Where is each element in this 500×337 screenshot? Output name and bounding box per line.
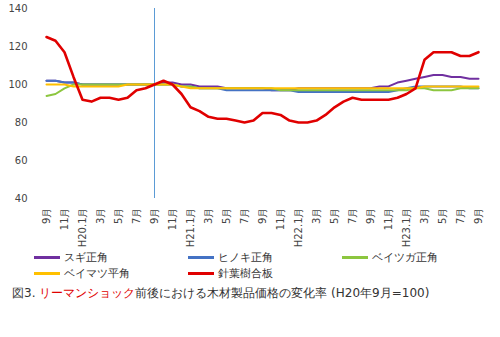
- svg-text:3月: 3月: [95, 208, 106, 224]
- svg-text:5月: 5月: [329, 208, 340, 224]
- svg-text:9月: 9月: [149, 208, 160, 224]
- svg-text:3月: 3月: [203, 208, 214, 224]
- svg-text:7月: 7月: [347, 208, 358, 224]
- svg-text:9月: 9月: [257, 208, 268, 224]
- svg-text:11月: 11月: [59, 208, 70, 231]
- svg-text:9月: 9月: [473, 208, 484, 224]
- svg-text:60: 60: [15, 155, 28, 166]
- svg-text:7月: 7月: [455, 208, 466, 224]
- html-text:ヒノキ正角: ヒノキ正角: [218, 251, 273, 264]
- html-text:ベイツガ正角: ベイツガ正角: [372, 251, 438, 264]
- svg-text:5月: 5月: [113, 208, 124, 224]
- svg-text:11月: 11月: [167, 208, 178, 231]
- html-text:針葉樹合板: 針葉樹合板: [218, 267, 273, 280]
- svg-text:80: 80: [15, 117, 28, 128]
- svg-text:9月: 9月: [41, 208, 52, 224]
- svg-text:H23.1月: H23.1月: [401, 208, 412, 248]
- html-text:スギ正角: スギ正角: [64, 251, 108, 264]
- svg-text:7月: 7月: [239, 208, 250, 224]
- svg-text:3月: 3月: [419, 208, 430, 224]
- svg-text:3月: 3月: [311, 208, 322, 224]
- svg-text:40: 40: [15, 193, 28, 204]
- svg-text:120: 120: [8, 41, 27, 52]
- svg-text:100: 100: [8, 79, 27, 90]
- svg-text:H22.1月: H22.1月: [293, 208, 304, 248]
- svg-text:H20.1月: H20.1月: [77, 208, 88, 248]
- svg-text:5月: 5月: [221, 208, 232, 224]
- svg-text:140: 140: [8, 3, 27, 14]
- svg-text:9月: 9月: [365, 208, 376, 224]
- svg-text:11月: 11月: [275, 208, 286, 231]
- html-text:ベイマツ平角: ベイマツ平角: [64, 267, 130, 280]
- svg-text:11月: 11月: [383, 208, 394, 231]
- html-text:図3.リーマンショック前後における木材製品価格の変化率 (H: 図3.リーマンショック前後における木材製品価格の変化率 (H20年9月=100): [12, 286, 430, 300]
- svg-text:7月: 7月: [131, 208, 142, 224]
- svg-text:H21.1月: H21.1月: [185, 208, 196, 248]
- svg-text:5月: 5月: [437, 208, 448, 224]
